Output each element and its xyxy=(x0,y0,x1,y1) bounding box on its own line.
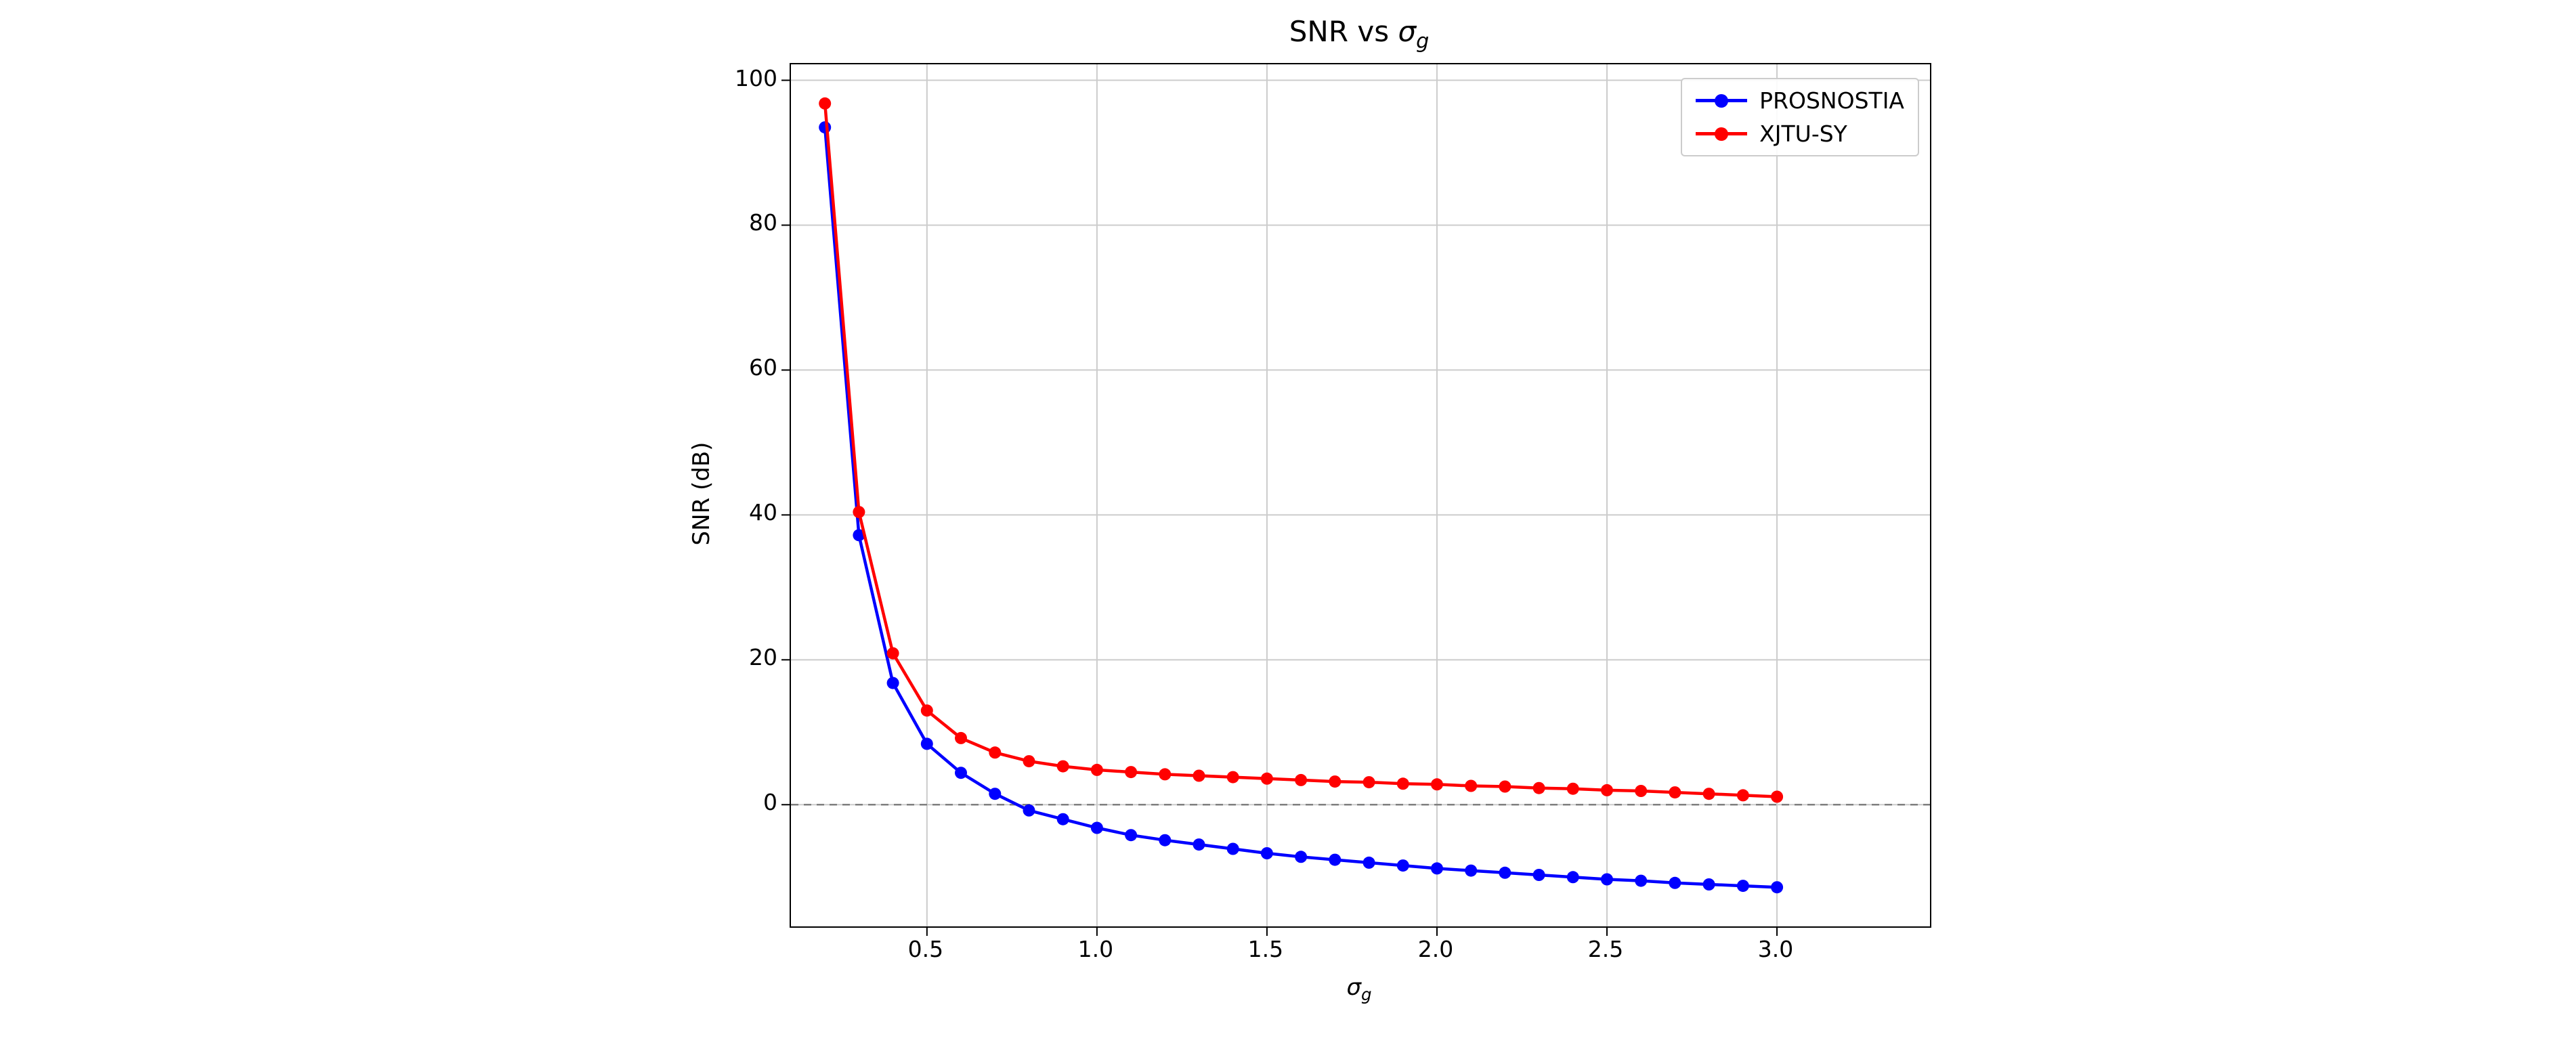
xlabel-sigma-subscript: g xyxy=(1361,984,1372,1004)
x-axis-label: σg xyxy=(790,974,1929,1004)
data-point-xjtu-sy xyxy=(1193,769,1205,782)
data-point-prosnostia xyxy=(1260,847,1273,859)
data-point-prosnostia xyxy=(1465,864,1478,877)
data-point-prosnostia xyxy=(819,121,832,134)
data-point-prosnostia xyxy=(1532,869,1545,881)
data-point-prosnostia xyxy=(1362,856,1375,869)
data-point-prosnostia xyxy=(1396,859,1409,872)
series-line-xjtu-sy xyxy=(823,103,1778,798)
y-axis-tick-label: 40 xyxy=(749,499,777,526)
data-point-xjtu-sy xyxy=(1566,782,1579,795)
legend-entry: PROSNOSTIA xyxy=(1696,87,1904,114)
y-axis-tick-label: 20 xyxy=(749,644,777,671)
data-point-prosnostia xyxy=(1771,881,1784,894)
data-point-xjtu-sy xyxy=(1499,780,1511,793)
data-point-xjtu-sy xyxy=(1396,777,1409,790)
data-point-prosnostia xyxy=(1431,862,1443,875)
x-axis-tick-label: 2.0 xyxy=(1417,936,1454,962)
data-point-prosnostia xyxy=(920,737,933,750)
x-axis-tick-label: 2.5 xyxy=(1587,936,1624,962)
data-point-xjtu-sy xyxy=(1159,768,1172,781)
data-point-xjtu-sy xyxy=(1431,778,1443,791)
y-axis-tick-label: 60 xyxy=(749,354,777,381)
data-point-xjtu-sy xyxy=(1260,772,1273,785)
data-point-xjtu-sy xyxy=(1056,760,1069,773)
chart-title-text: SNR vs xyxy=(1289,15,1398,48)
data-point-prosnostia xyxy=(1159,834,1172,846)
data-point-prosnostia xyxy=(1702,878,1715,891)
chart-title: SNR vs σg xyxy=(790,15,1929,53)
data-point-xjtu-sy xyxy=(1226,771,1239,784)
x-axis-tick-label: 1.5 xyxy=(1247,936,1284,962)
data-point-prosnostia xyxy=(1090,821,1103,834)
data-point-prosnostia xyxy=(989,788,1002,800)
data-point-xjtu-sy xyxy=(1532,781,1545,794)
y-axis-tick-label: 100 xyxy=(735,64,777,91)
legend: PROSNOSTIA XJTU-SY xyxy=(1681,78,1919,156)
x-axis-tick-label: 0.5 xyxy=(907,936,944,962)
title-sigma-subscript: g xyxy=(1416,29,1430,53)
data-point-xjtu-sy xyxy=(1601,784,1613,796)
data-point-xjtu-sy xyxy=(1771,790,1784,803)
data-point-xjtu-sy xyxy=(853,506,865,519)
title-sigma-symbol: σ xyxy=(1398,15,1417,48)
data-point-prosnostia xyxy=(853,529,865,542)
data-point-prosnostia xyxy=(955,767,967,779)
legend-label: XJTU-SY xyxy=(1759,121,1847,147)
data-point-prosnostia xyxy=(1193,838,1205,851)
data-point-xjtu-sy xyxy=(1465,779,1478,792)
xlabel-sigma-symbol: σ xyxy=(1346,974,1361,1001)
data-point-prosnostia xyxy=(1669,876,1681,889)
legend-marker-icon xyxy=(1715,93,1729,108)
data-point-prosnostia xyxy=(886,677,899,689)
data-point-xjtu-sy xyxy=(1669,786,1681,799)
data-point-prosnostia xyxy=(1295,851,1308,863)
data-point-prosnostia xyxy=(1125,829,1138,842)
data-point-xjtu-sy xyxy=(1295,773,1308,786)
legend-line-sample xyxy=(1696,127,1748,141)
data-point-prosnostia xyxy=(1056,813,1069,825)
data-point-xjtu-sy xyxy=(1090,763,1103,776)
y-axis-label: SNR (dB) xyxy=(688,442,715,546)
data-point-prosnostia xyxy=(1566,871,1579,884)
data-point-prosnostia xyxy=(1736,880,1749,893)
y-axis-tick-label: 0 xyxy=(763,789,777,816)
legend-entry: XJTU-SY xyxy=(1696,121,1904,147)
legend-marker-icon xyxy=(1715,127,1729,141)
data-point-xjtu-sy xyxy=(1635,785,1648,797)
data-point-prosnostia xyxy=(1329,853,1341,866)
data-point-xjtu-sy xyxy=(1702,788,1715,800)
data-point-prosnostia xyxy=(1635,874,1648,887)
data-point-xjtu-sy xyxy=(1362,776,1375,789)
series-line-prosnostia xyxy=(823,127,1778,889)
chart-canvas xyxy=(781,64,1930,936)
data-point-xjtu-sy xyxy=(1125,766,1138,779)
data-point-prosnostia xyxy=(1601,873,1613,886)
x-axis-tick-label: 1.0 xyxy=(1077,936,1114,962)
y-axis-tick-label: 80 xyxy=(749,209,777,236)
data-point-xjtu-sy xyxy=(886,647,899,660)
data-point-xjtu-sy xyxy=(1023,755,1035,768)
legend-line-sample xyxy=(1696,93,1748,108)
data-point-prosnostia xyxy=(1499,866,1511,879)
data-point-prosnostia xyxy=(1226,842,1239,855)
legend-label: PROSNOSTIA xyxy=(1759,87,1904,114)
data-point-xjtu-sy xyxy=(920,704,933,717)
data-point-xjtu-sy xyxy=(1736,789,1749,802)
plot-area: PROSNOSTIA XJTU-SY xyxy=(781,63,1931,936)
data-point-xjtu-sy xyxy=(989,746,1002,759)
data-point-xjtu-sy xyxy=(819,97,832,110)
x-axis-tick-label: 3.0 xyxy=(1757,936,1794,962)
data-point-xjtu-sy xyxy=(955,731,967,744)
data-point-xjtu-sy xyxy=(1329,775,1341,788)
data-point-prosnostia xyxy=(1023,804,1035,817)
